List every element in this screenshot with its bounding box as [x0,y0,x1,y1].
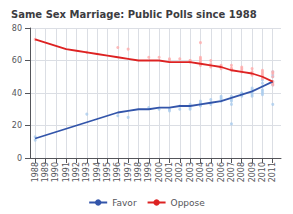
svg-text:1997: 1997 [124,162,133,182]
svg-text:2001: 2001 [165,162,174,182]
svg-text:1996: 1996 [113,162,122,182]
svg-text:1989: 1989 [41,162,50,182]
svg-text:40: 40 [12,89,22,98]
svg-text:Favor: Favor [112,198,137,208]
svg-text:1992: 1992 [72,162,81,182]
svg-text:1998: 1998 [134,162,143,182]
svg-text:2005: 2005 [206,162,215,182]
svg-text:1990: 1990 [51,162,60,182]
svg-text:1988: 1988 [31,162,40,182]
svg-text:1993: 1993 [82,162,91,182]
svg-text:Oppose: Oppose [171,198,206,208]
svg-text:0: 0 [17,154,22,163]
svg-text:2010: 2010 [258,162,267,182]
svg-text:2004: 2004 [196,162,205,182]
svg-text:2009: 2009 [248,162,257,182]
svg-text:1995: 1995 [103,162,112,182]
svg-text:80: 80 [12,24,22,33]
svg-text:2000: 2000 [155,162,164,182]
svg-text:2008: 2008 [237,162,246,182]
svg-text:2006: 2006 [217,162,226,182]
svg-text:20: 20 [12,121,22,130]
svg-text:1999: 1999 [144,162,153,182]
svg-text:Same Sex Marriage: Public Poll: Same Sex Marriage: Public Polls since 19… [11,9,257,20]
svg-text:1991: 1991 [62,162,71,182]
svg-text:2002: 2002 [175,162,184,182]
svg-text:60: 60 [12,56,22,65]
svg-text:2003: 2003 [186,162,195,182]
svg-text:1994: 1994 [93,162,102,182]
svg-text:2007: 2007 [227,162,236,182]
svg-text:2011: 2011 [268,162,277,182]
